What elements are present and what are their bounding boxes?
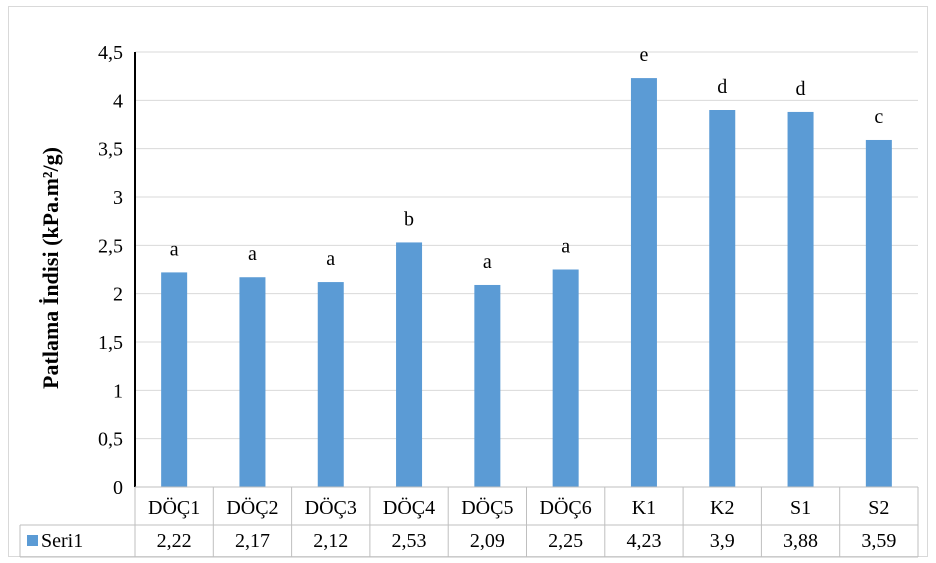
category-label: DÖÇ1: [148, 496, 200, 519]
significance-letter: a: [561, 236, 570, 258]
data-table: DÖÇ1 2,22 DÖÇ2 2,17 DÖÇ3 2,12 DÖÇ4 2,53 DÖÇ5 2,09…: [19, 486, 919, 558]
value-cell: 3,9: [710, 530, 735, 552]
y-tick-label: 3: [113, 187, 123, 209]
y-tick-label: 1,5: [98, 332, 123, 354]
significance-letter: a: [483, 251, 492, 273]
bar: [865, 139, 892, 487]
bar: [709, 110, 736, 487]
y-tick-label: 1: [113, 380, 123, 402]
significance-letter: c: [874, 106, 883, 128]
bar: [317, 282, 344, 487]
category-label: S2: [868, 497, 889, 519]
y-tick-label: 4,5: [98, 42, 123, 64]
y-tick-label: 2: [113, 284, 123, 306]
value-cell: 2,53: [392, 530, 427, 552]
category-label: DÖÇ6: [540, 496, 592, 519]
bar: [552, 269, 579, 487]
y-axis-label: Patlama İndisi (kPa.m²/g): [38, 147, 63, 389]
value-cell: 3,59: [861, 530, 896, 552]
bars: [161, 78, 892, 487]
y-tick-label: 2,5: [98, 235, 123, 257]
significance-letter: a: [248, 243, 257, 265]
bar: [787, 111, 814, 487]
significance-letter: d: [796, 78, 806, 100]
significance-letter: d: [717, 76, 727, 98]
value-cell: 3,88: [783, 530, 818, 552]
category-label: K1: [632, 497, 656, 519]
value-cell: 2,25: [548, 530, 583, 552]
bar: [239, 277, 266, 487]
y-tick-label: 3,5: [98, 139, 123, 161]
bar: [630, 78, 657, 487]
category-label: DÖÇ4: [383, 496, 435, 519]
bar: [474, 284, 501, 487]
y-tick-label: 0,5: [98, 429, 123, 451]
value-cell: 2,09: [470, 530, 505, 552]
legend-key: [27, 535, 38, 546]
significance-letter: a: [326, 248, 335, 270]
category-label: DÖÇ3: [305, 496, 357, 519]
significance-letter: a: [170, 238, 179, 260]
value-cell: 2,22: [157, 530, 192, 552]
y-tick-label: 4: [113, 90, 123, 112]
significance-letters: a a a b a a e d d c: [170, 44, 884, 273]
y-tick-label: 0: [113, 477, 123, 499]
value-cell: 2,17: [235, 530, 270, 552]
significance-letter: b: [404, 208, 414, 230]
category-label: DÖÇ5: [461, 496, 513, 519]
significance-letter: e: [640, 44, 649, 66]
category-label: K2: [710, 497, 734, 519]
legend-series-name: Seri1: [41, 530, 83, 552]
y-tick-labels: 0 0,5 1 1,5 2 2,5 3 3,5 4 4,5: [98, 42, 123, 499]
category-label: DÖÇ2: [226, 496, 278, 519]
gridlines: [134, 51, 918, 487]
bar: [396, 242, 423, 487]
value-cell: 2,12: [313, 530, 348, 552]
bar: [161, 272, 188, 487]
category-label: S1: [790, 497, 811, 519]
value-cell: 4,23: [626, 530, 661, 552]
